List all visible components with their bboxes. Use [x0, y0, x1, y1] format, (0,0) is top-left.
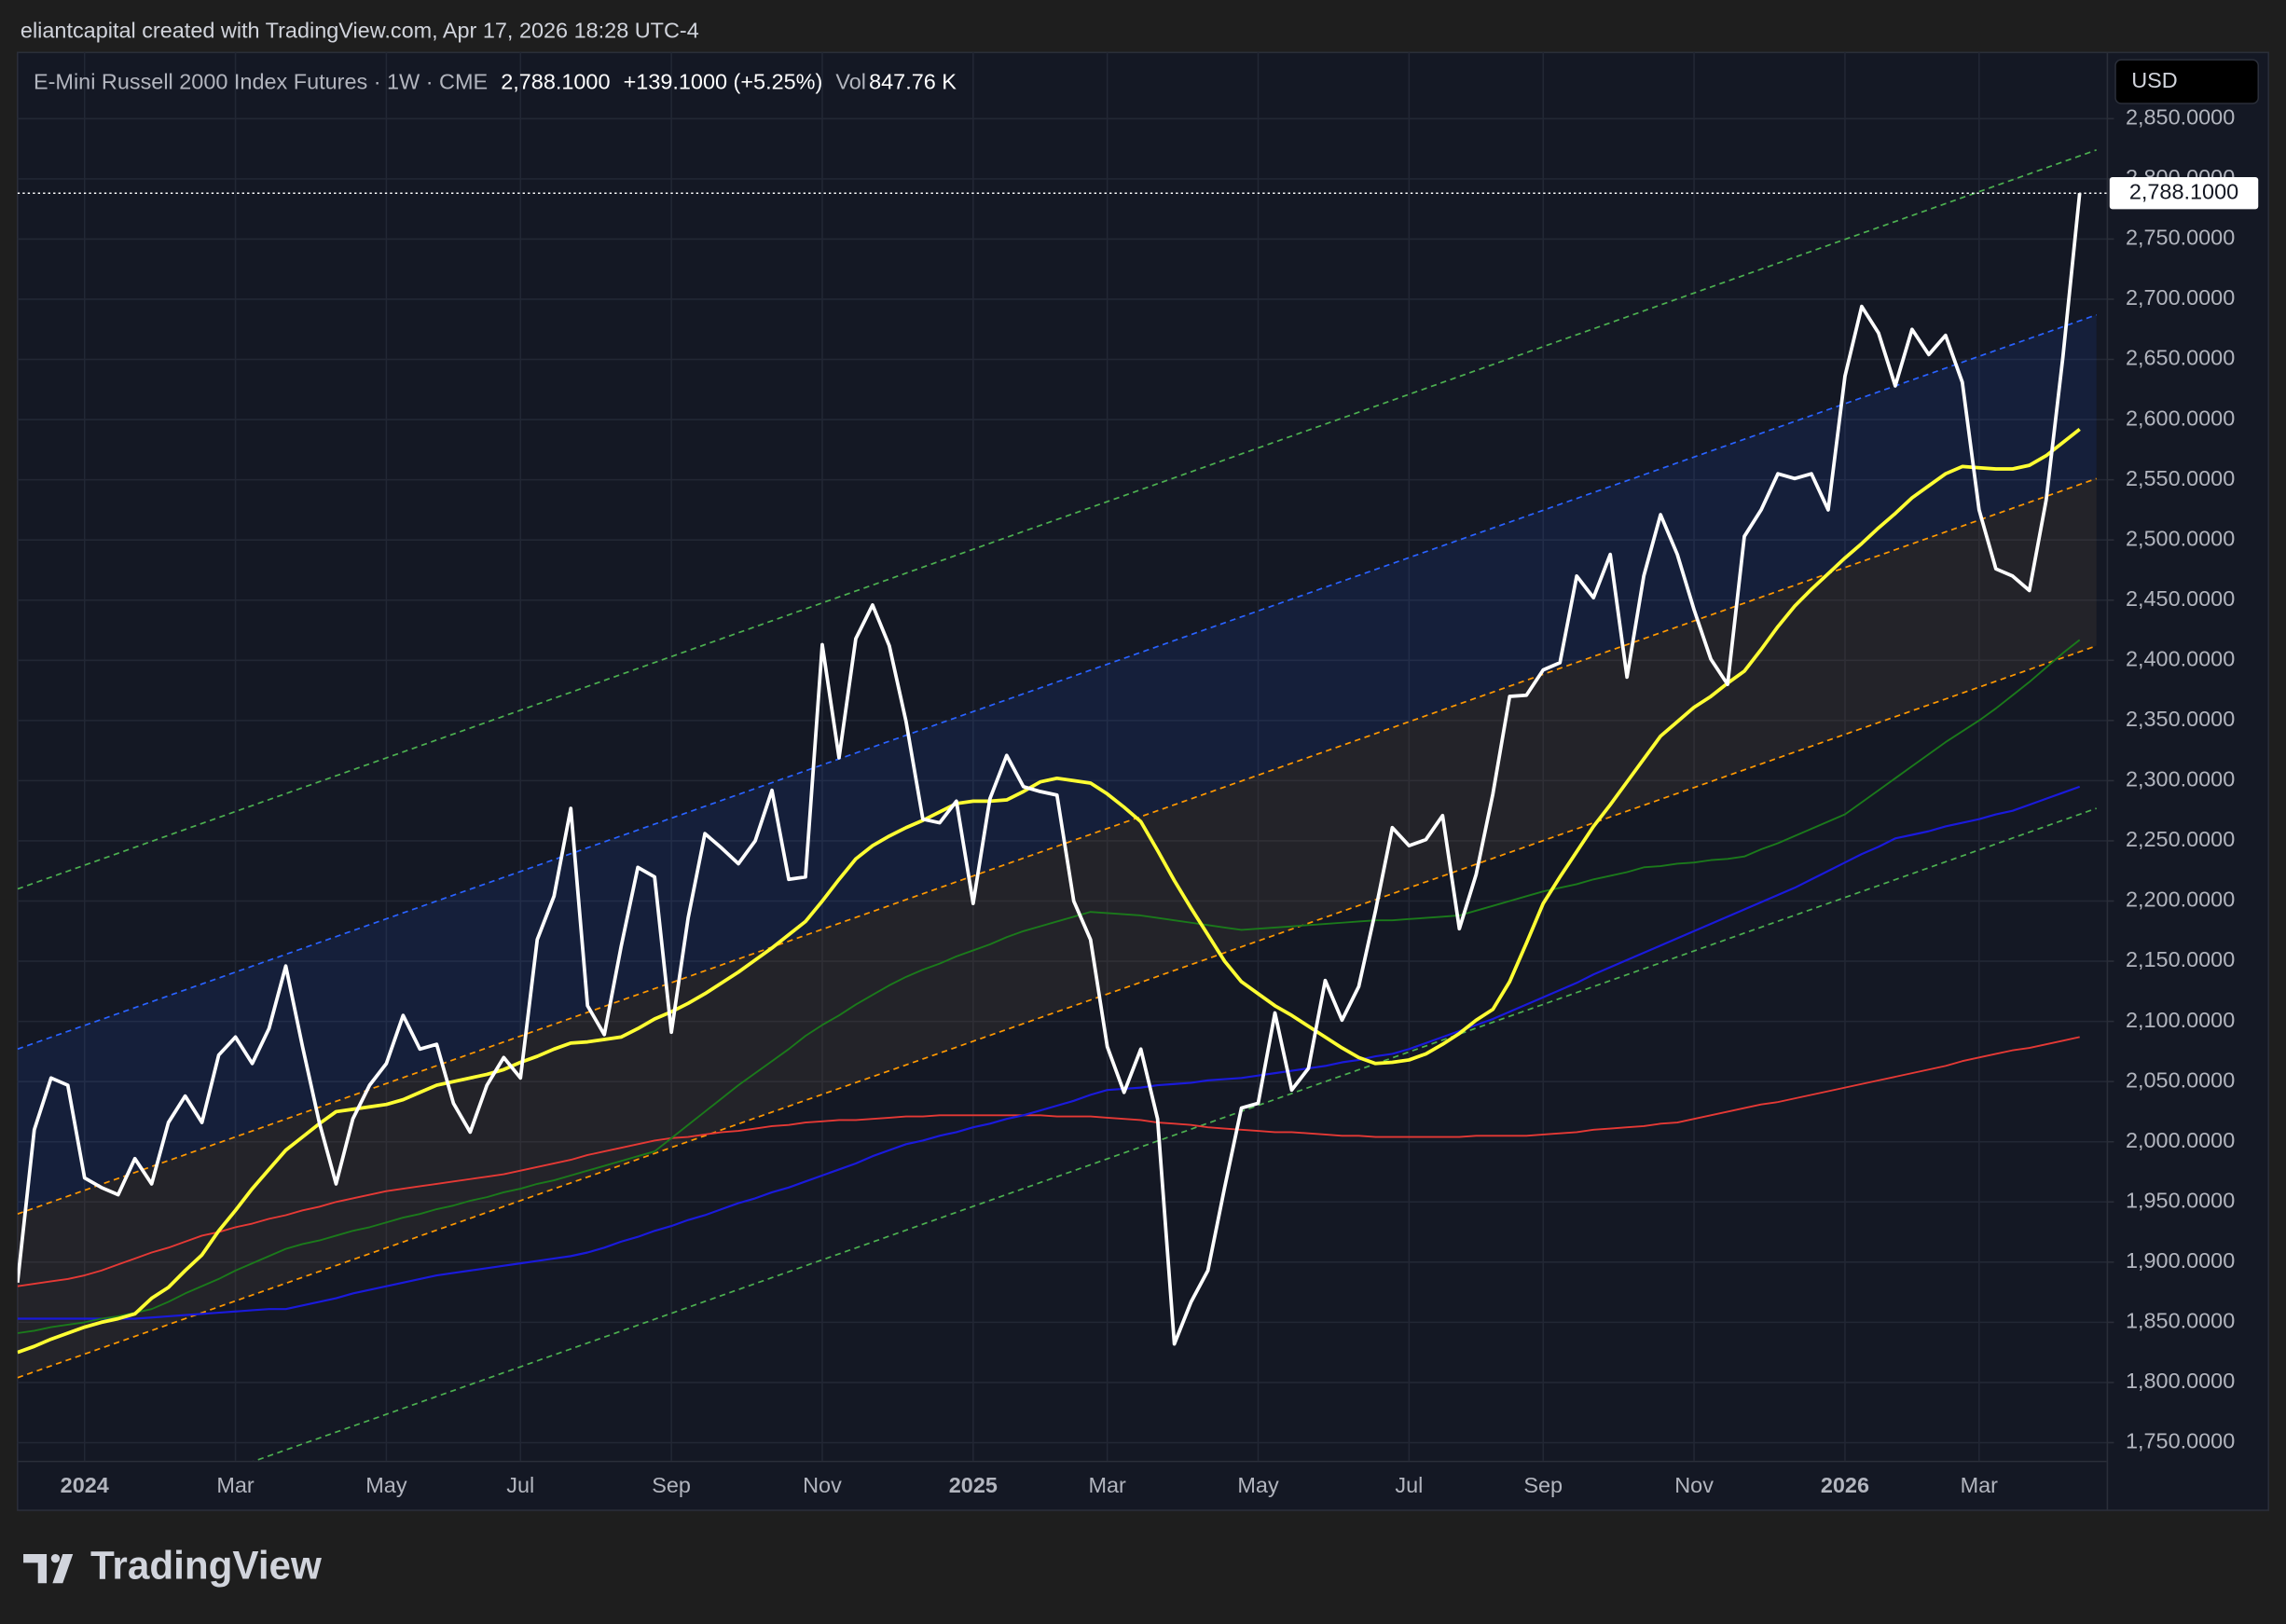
symbol-title: E-Mini Russell 2000 Index Futures · 1W ·… — [34, 69, 488, 93]
y-tick-label: 2,650.0000 — [2126, 346, 2235, 370]
legend-header: E-Mini Russell 2000 Index Futures · 1W ·… — [34, 69, 957, 93]
x-tick-label: 2025 — [949, 1473, 998, 1497]
y-tick-label: 2,150.0000 — [2126, 947, 2235, 971]
price-tag-box — [2109, 177, 2259, 210]
series-line — [17, 1036, 2080, 1287]
channel-line — [17, 149, 2097, 890]
x-tick-label: 2024 — [61, 1473, 109, 1497]
y-tick-label: 1,950.0000 — [2126, 1188, 2235, 1212]
y-tick-label: 1,800.0000 — [2126, 1369, 2235, 1393]
y-tick-label: 1,850.0000 — [2126, 1309, 2235, 1333]
x-tick-label: 2026 — [1821, 1473, 1869, 1497]
axes: 1,750.0000 1,800.0000 1,850.0000 1,900.0000… — [61, 104, 2259, 1497]
x-tick-label: Nov — [1674, 1473, 1714, 1497]
channel-fill — [17, 314, 2097, 1215]
y-tick-label: 2,750.0000 — [2126, 226, 2235, 250]
series-line — [17, 427, 2081, 1355]
channel-fill — [17, 478, 2097, 1378]
plot-area — [17, 149, 2107, 1461]
x-tick-label: Jul — [506, 1473, 534, 1497]
y-tick-label: 2,250.0000 — [2126, 827, 2235, 851]
channel-line — [253, 807, 2097, 1461]
currency[interactable]: USD — [2131, 68, 2177, 92]
x-tick-label: Mar — [216, 1473, 255, 1497]
y-tick-label: 2,600.0000 — [2126, 406, 2235, 430]
series-line — [17, 193, 2082, 1346]
y-tick-label: 2,350.0000 — [2126, 707, 2235, 731]
y-tick-label: 2,050.0000 — [2126, 1067, 2235, 1092]
y-tick-label: 2,200.0000 — [2126, 888, 2235, 912]
x-tick-label: May — [1237, 1473, 1279, 1497]
logo-icon — [50, 1553, 61, 1563]
brand-name: TradingView — [90, 1544, 322, 1588]
x-tick-label: Sep — [1523, 1473, 1563, 1497]
logo-icon — [23, 1553, 74, 1584]
x-tick-label: May — [365, 1473, 407, 1497]
y-tick-label: 2,300.0000 — [2126, 767, 2235, 791]
y-tick-label: 2,400.0000 — [2126, 646, 2235, 670]
x-tick-label: Mar — [1961, 1473, 1999, 1497]
y-tick-label: 2,450.0000 — [2126, 586, 2235, 611]
channel-line — [17, 313, 2097, 1051]
grid — [17, 52, 2107, 1461]
series-line — [17, 785, 2081, 1320]
y-tick-label: 2,500.0000 — [2126, 526, 2235, 550]
y-tick-label: 1,750.0000 — [2126, 1429, 2235, 1453]
price-tag: 2,788.1000 — [2129, 179, 2238, 203]
x-tick-label: Mar — [1089, 1473, 1127, 1497]
x-tick-label: Sep — [652, 1473, 691, 1497]
attribution: eliantcapital created with TradingView.c… — [21, 19, 699, 43]
price-change: +139.1000 (+5.25%) — [624, 69, 823, 93]
y-tick-label: 2,000.0000 — [2126, 1128, 2235, 1152]
y-tick-label: 2,700.0000 — [2126, 285, 2235, 310]
volume: 847.76 K — [869, 69, 957, 93]
x-tick-label: Jul — [1395, 1473, 1423, 1497]
brand-logo: TradingView — [23, 1544, 322, 1588]
y-tick-label: 1,900.0000 — [2126, 1248, 2235, 1273]
currency-button[interactable] — [2114, 59, 2260, 104]
y-tick-label: 2,550.0000 — [2126, 466, 2235, 490]
y-tick-label: 2,850.0000 — [2126, 104, 2235, 129]
last-price: 2,788.1000 — [501, 69, 610, 93]
series-line — [17, 639, 2081, 1334]
y-tick-label: 2,100.0000 — [2126, 1008, 2235, 1032]
x-tick-label: Nov — [803, 1473, 842, 1497]
channel-line — [17, 477, 2097, 1216]
volume-label: Vol — [835, 69, 866, 93]
